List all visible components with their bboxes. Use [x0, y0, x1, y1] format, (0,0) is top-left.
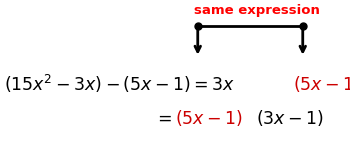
Text: $(5x-1)$: $(5x-1)$ [175, 108, 243, 128]
Text: $(5x-1)$: $(5x-1)$ [293, 74, 350, 93]
Text: $(15x^{2}-3x)-(5x-1)=3x$: $(15x^{2}-3x)-(5x-1)=3x$ [4, 72, 234, 95]
Text: $=$: $=$ [154, 109, 172, 127]
Text: $(3x-1)$: $(3x-1)$ [256, 108, 323, 128]
Text: same expression: same expression [194, 4, 320, 17]
